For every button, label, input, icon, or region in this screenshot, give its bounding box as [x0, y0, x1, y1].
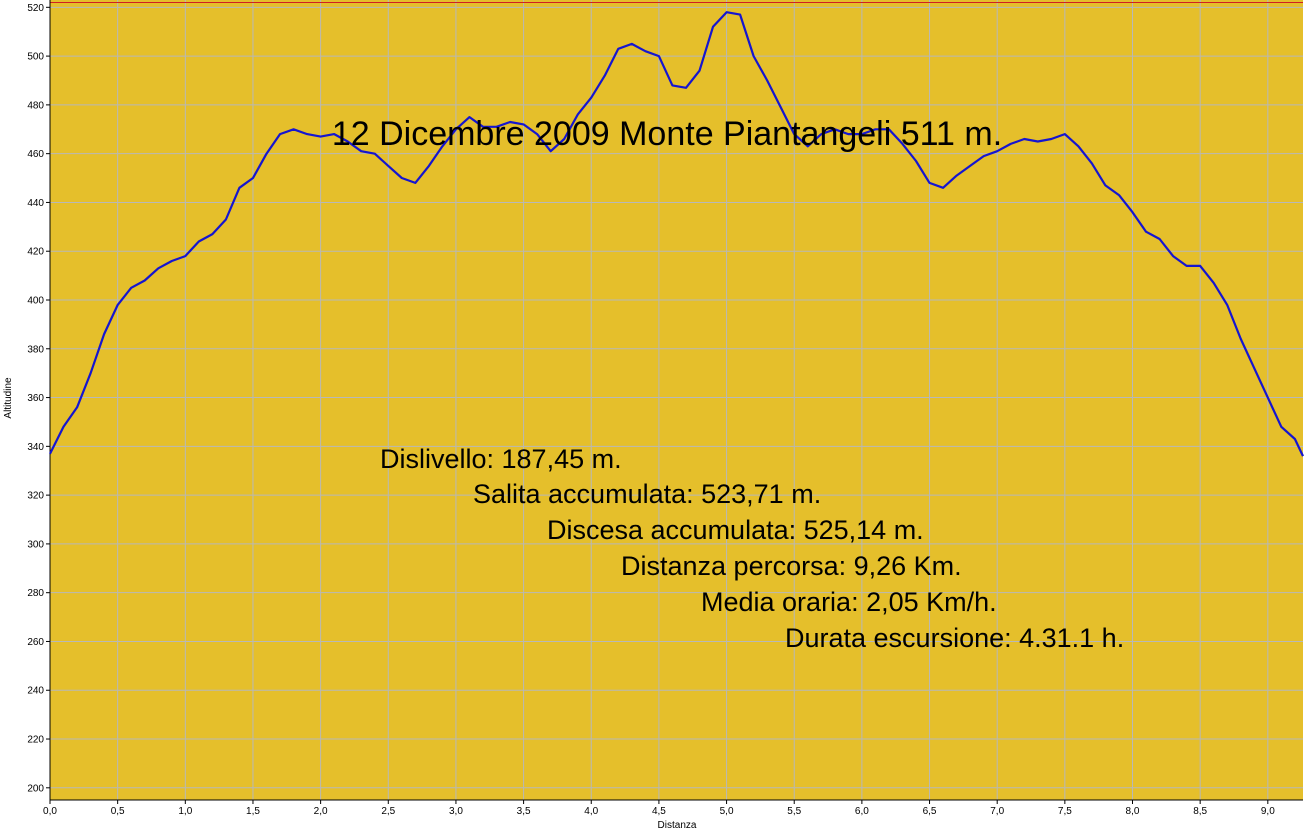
x-tick-labels: 0,0 0,5 1,0 1,5 2,0 2,5 3,0 3,5 4,0 4,5 5,0 5,5 6,0 6… [43, 806, 1275, 817]
axes [46, 0, 1303, 804]
x-tick-label: 0,5 [111, 806, 125, 817]
y-tick-label: 420 [27, 247, 44, 258]
y-tick-label: 240 [27, 686, 44, 697]
stat-salita: Salita accumulata: 523,71 m. [473, 479, 821, 509]
y-tick-label: 320 [27, 491, 44, 502]
y-tick-label: 440 [27, 198, 44, 209]
y-tick-label: 500 [27, 52, 44, 63]
altitude-series-line [49, 11, 1304, 457]
stat-distanza: Distanza percorsa: 9,26 Km. [621, 551, 962, 581]
y-tick-label: 260 [27, 637, 44, 648]
x-axis-title: Distanza [658, 820, 697, 831]
x-tick-label: 2,5 [381, 806, 395, 817]
x-tick-label: 8,0 [1126, 806, 1140, 817]
x-tick-label: 3,0 [449, 806, 463, 817]
plot-background [50, 0, 1303, 800]
x-tick-label: 4,0 [584, 806, 598, 817]
x-tick-label: 1,5 [246, 806, 260, 817]
x-tick-label: 8,5 [1193, 806, 1207, 817]
y-tick-label: 360 [27, 393, 44, 404]
x-tick-label: 0,0 [43, 806, 57, 817]
x-tick-label: 6,5 [923, 806, 937, 817]
y-tick-label: 480 [27, 100, 44, 111]
x-tick-label: 1,0 [178, 806, 192, 817]
y-tick-label: 200 [27, 783, 44, 794]
y-tick-label: 400 [27, 296, 44, 307]
y-tick-label: 460 [27, 149, 44, 160]
x-tick-label: 9,0 [1261, 806, 1275, 817]
x-tick-label: 4,5 [652, 806, 666, 817]
stat-dislivello: Dislivello: 187,45 m. [380, 444, 622, 474]
stat-discesa: Discesa accumulata: 525,14 m. [547, 515, 924, 545]
x-tick-label: 7,0 [990, 806, 1004, 817]
x-tick-label: 3,5 [517, 806, 531, 817]
y-tick-label: 280 [27, 588, 44, 599]
y-tick-label: 340 [27, 442, 44, 453]
x-tick-label: 5,0 [720, 806, 734, 817]
y-tick-label: 380 [27, 344, 44, 355]
chart-title: 12 Dicembre 2009 Monte Piantangeli 511 m… [332, 115, 1002, 153]
stat-media: Media oraria: 2,05 Km/h. [701, 587, 997, 617]
grid [49, 0, 1303, 800]
stat-durata: Durata escursione: 4.31.1 h. [785, 623, 1124, 653]
x-tick-label: 5,5 [787, 806, 801, 817]
y-axis-title: Altitudine [3, 377, 14, 419]
y-tick-labels: 200 220 240 260 280 300 320 340 360 380 400 420 440 4… [27, 3, 44, 794]
y-tick-label: 220 [27, 735, 44, 746]
y-tick-label: 300 [27, 539, 44, 550]
x-tick-label: 6,0 [855, 806, 869, 817]
y-tick-label: 520 [27, 3, 44, 14]
x-tick-label: 2,0 [314, 806, 328, 817]
x-tick-label: 7,5 [1058, 806, 1072, 817]
